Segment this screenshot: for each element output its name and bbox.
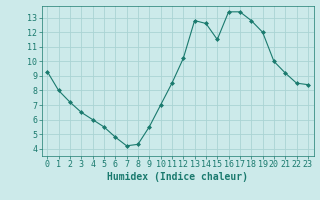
X-axis label: Humidex (Indice chaleur): Humidex (Indice chaleur)	[107, 172, 248, 182]
